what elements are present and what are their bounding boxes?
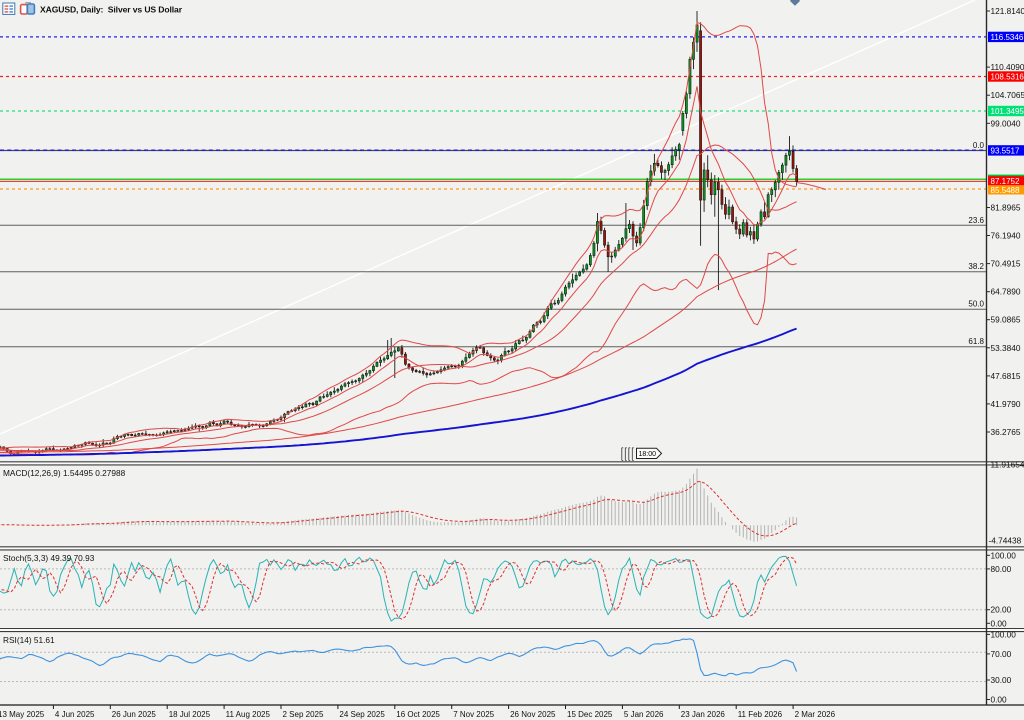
svg-text:81.8965: 81.8965 <box>991 203 1021 213</box>
svg-text:23.6: 23.6 <box>968 216 984 225</box>
svg-text:2 Mar 2026: 2 Mar 2026 <box>795 710 836 719</box>
svg-text:23 Jan 2026: 23 Jan 2026 <box>681 710 726 719</box>
svg-text:110.4090: 110.4090 <box>991 62 1024 72</box>
svg-text:18:00: 18:00 <box>639 451 657 458</box>
svg-text:70.4915: 70.4915 <box>991 259 1021 269</box>
svg-text:121.8140: 121.8140 <box>991 6 1024 16</box>
svg-text:2 Sep 2025: 2 Sep 2025 <box>283 710 324 719</box>
svg-text:Stoch(5,3,3) 49.39 70.93: Stoch(5,3,3) 49.39 70.93 <box>3 553 95 563</box>
svg-text:18 Jul 2025: 18 Jul 2025 <box>169 710 211 719</box>
svg-text:59.0865: 59.0865 <box>991 315 1021 325</box>
svg-text:26 Jun 2025: 26 Jun 2025 <box>112 710 157 719</box>
svg-text:0.0: 0.0 <box>973 141 985 150</box>
svg-text:11.91654: 11.91654 <box>991 460 1024 470</box>
svg-text:4 Jun 2025: 4 Jun 2025 <box>55 710 95 719</box>
svg-text:100.00: 100.00 <box>991 629 1017 639</box>
svg-text:41.9790: 41.9790 <box>991 399 1021 409</box>
svg-text:85.5488: 85.5488 <box>991 186 1020 195</box>
svg-text:50.0: 50.0 <box>968 300 984 309</box>
svg-text:101.3495: 101.3495 <box>991 107 1024 116</box>
svg-text:61.8: 61.8 <box>968 337 984 346</box>
svg-text:36.2765: 36.2765 <box>991 427 1021 437</box>
svg-text:76.1940: 76.1940 <box>991 231 1021 241</box>
svg-text:24 Sep 2025: 24 Sep 2025 <box>339 710 385 719</box>
svg-text:-4.74438: -4.74438 <box>989 536 1022 546</box>
svg-text:7 Nov 2025: 7 Nov 2025 <box>453 710 494 719</box>
svg-text:53.3840: 53.3840 <box>991 343 1021 353</box>
svg-text:64.7890: 64.7890 <box>991 287 1021 297</box>
svg-text:5 Jan 2026: 5 Jan 2026 <box>624 710 664 719</box>
svg-text:38.2: 38.2 <box>968 262 984 271</box>
svg-text:100.00: 100.00 <box>991 550 1017 560</box>
svg-text:XAGUSD, Daily: Silver vs US D: XAGUSD, Daily: Silver vs US Dollar <box>40 5 183 15</box>
svg-text:116.5346: 116.5346 <box>991 33 1024 42</box>
svg-text:MACD(12,26,9) 1.54495 0.27988: MACD(12,26,9) 1.54495 0.27988 <box>3 468 126 478</box>
svg-text:93.5517: 93.5517 <box>991 146 1020 155</box>
svg-text:11 Aug 2025: 11 Aug 2025 <box>226 710 271 719</box>
svg-text:47.6815: 47.6815 <box>991 371 1021 381</box>
svg-text:80.00: 80.00 <box>991 564 1012 574</box>
svg-text:RSI(14) 51.61: RSI(14) 51.61 <box>3 635 55 645</box>
svg-text:104.7065: 104.7065 <box>991 90 1024 100</box>
svg-text:0.00: 0.00 <box>991 618 1008 628</box>
svg-text:0.00: 0.00 <box>991 695 1008 705</box>
svg-text:13 May 2025: 13 May 2025 <box>0 710 45 719</box>
svg-text:20.00: 20.00 <box>991 605 1012 615</box>
svg-text:30.00: 30.00 <box>991 675 1012 685</box>
svg-text:26 Nov 2025: 26 Nov 2025 <box>510 710 556 719</box>
svg-text:99.0040: 99.0040 <box>991 118 1021 128</box>
svg-text:11 Feb 2026: 11 Feb 2026 <box>738 710 783 719</box>
svg-text:108.5316: 108.5316 <box>991 73 1024 82</box>
svg-text:87.1752: 87.1752 <box>991 177 1020 186</box>
svg-text:70.00: 70.00 <box>991 649 1012 659</box>
svg-text:15 Dec 2025: 15 Dec 2025 <box>567 710 613 719</box>
svg-text:16 Oct 2025: 16 Oct 2025 <box>396 710 440 719</box>
